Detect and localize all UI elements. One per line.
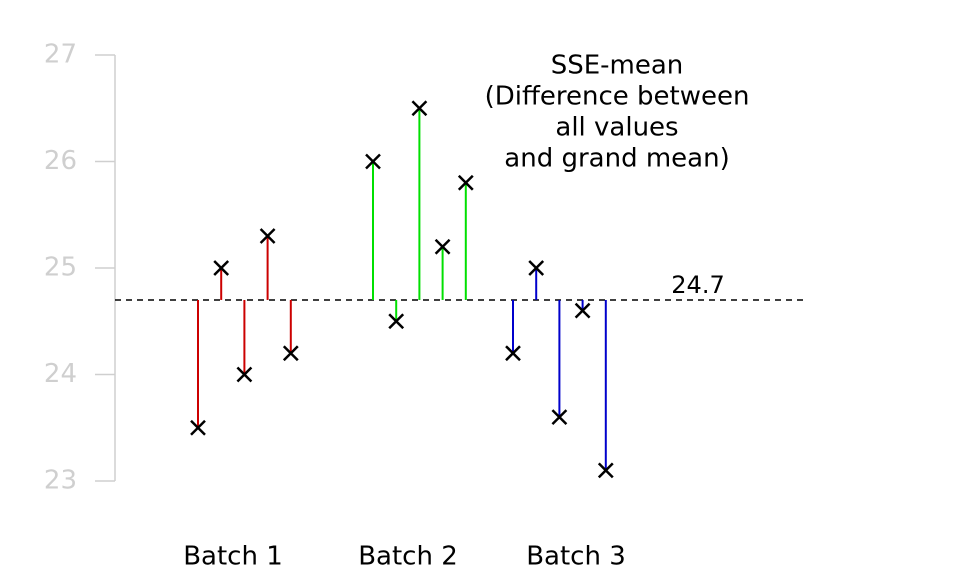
y-tick-label: 26 [44, 146, 77, 176]
marker-stroke [505, 345, 521, 362]
y-tick-label: 23 [44, 466, 77, 496]
point-marker [551, 409, 568, 425]
marker-stroke [434, 238, 451, 255]
marker-stroke [574, 302, 591, 319]
marker-stroke [411, 100, 428, 117]
point-marker [190, 419, 206, 436]
y-tick-label: 24 [44, 359, 77, 389]
marker-stroke [190, 419, 206, 436]
annotation: and grand mean) [504, 144, 729, 174]
marker-stroke [282, 345, 299, 362]
point-marker [365, 153, 381, 170]
annotation: SSE-mean [551, 51, 684, 81]
y-tick-label: 25 [44, 253, 77, 283]
point-marker [597, 462, 614, 479]
point-marker [411, 100, 428, 117]
point-marker [213, 260, 230, 276]
point-marker [528, 260, 545, 276]
point-marker [259, 228, 276, 244]
x-tick-label: Batch 3 [526, 542, 626, 572]
marker-stroke [388, 313, 405, 330]
marker-stroke [213, 260, 230, 276]
marker-stroke [597, 462, 614, 479]
x-tick-label: Batch 1 [183, 542, 283, 572]
marker-stroke [528, 260, 545, 276]
x-tick-label: Batch 2 [358, 542, 458, 572]
point-marker [505, 345, 521, 362]
point-marker [236, 366, 253, 383]
marker-stroke [551, 409, 568, 425]
annotation: all values [555, 113, 678, 143]
mean-label: 24.7 [671, 271, 724, 299]
point-marker [282, 345, 299, 362]
point-marker [457, 174, 474, 191]
y-tick-label: 27 [44, 40, 77, 70]
marker-stroke [457, 174, 474, 191]
point-marker [388, 313, 405, 330]
annotation: (Difference between [485, 82, 750, 112]
marker-stroke [259, 228, 276, 244]
point-marker [434, 238, 451, 255]
marker-stroke [365, 153, 381, 170]
marker-stroke [236, 366, 253, 383]
point-marker [574, 302, 591, 319]
